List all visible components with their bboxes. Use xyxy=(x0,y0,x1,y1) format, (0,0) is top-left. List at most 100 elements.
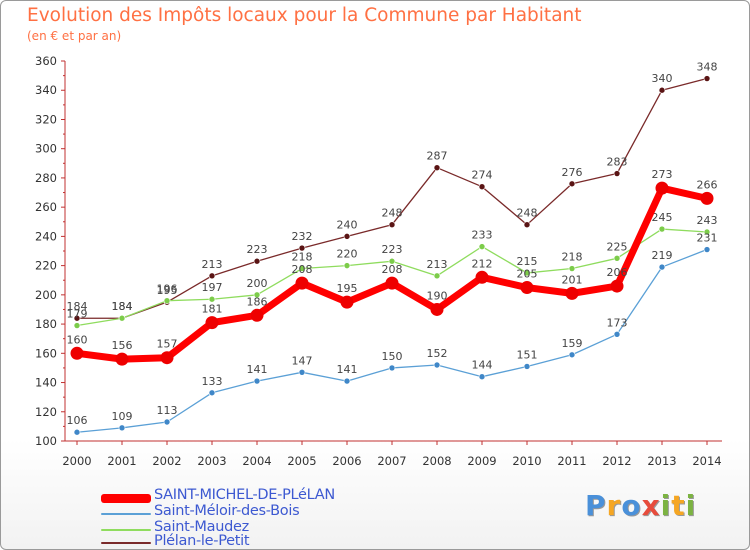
data-label: 212 xyxy=(472,257,493,270)
data-label: 213 xyxy=(202,258,223,271)
logo-letter: i xyxy=(685,489,697,522)
data-label: 179 xyxy=(67,308,88,321)
data-point xyxy=(253,377,261,385)
data-label: 248 xyxy=(382,207,403,220)
data-label: 243 xyxy=(697,214,718,227)
x-tick-label: 2002 xyxy=(152,454,181,468)
data-point xyxy=(523,221,531,228)
data-label: 225 xyxy=(607,240,628,253)
data-point xyxy=(208,389,216,397)
data-point xyxy=(523,363,531,370)
data-label: 233 xyxy=(472,229,493,242)
data-label: 159 xyxy=(562,337,583,350)
logo-letter: t xyxy=(671,489,686,522)
data-label: 200 xyxy=(247,277,268,290)
y-tick-label: 180 xyxy=(35,317,57,331)
y-tick-label: 300 xyxy=(35,142,57,156)
data-point xyxy=(343,233,351,240)
series-pl-lan-le-petit: 184 184 195 213 223 232 240 248 287 274 248 276 283 3… xyxy=(67,61,718,322)
data-point xyxy=(565,286,579,300)
data-label: 276 xyxy=(562,166,583,179)
data-point xyxy=(208,295,216,303)
data-label: 113 xyxy=(157,404,178,417)
data-label: 147 xyxy=(292,354,313,367)
data-point xyxy=(343,262,351,269)
data-point xyxy=(118,314,126,322)
data-label: 151 xyxy=(517,348,538,361)
legend-swatch xyxy=(101,513,151,515)
data-point xyxy=(613,255,621,262)
proxiti-logo: Proxiti xyxy=(585,489,696,522)
data-point xyxy=(73,322,81,329)
data-point xyxy=(613,170,621,177)
y-tick-label: 280 xyxy=(35,171,57,185)
data-point xyxy=(253,291,261,299)
series-saint-michel-de-pl-lan: 160 156 157 181 186 208 195 208 190 212 205 201 206 2… xyxy=(67,168,718,366)
legend-label: Saint-Méloir-des-Bois xyxy=(154,503,300,519)
legend-label: Saint-Maudez xyxy=(154,519,249,535)
data-label: 184 xyxy=(112,300,133,313)
data-label: 208 xyxy=(292,263,313,276)
data-point xyxy=(568,180,576,188)
data-label: 156 xyxy=(112,339,133,352)
legend-label: Plélan-le-Petit xyxy=(154,533,250,549)
data-point xyxy=(655,181,669,195)
data-label: 231 xyxy=(697,232,718,245)
x-tick-label: 2011 xyxy=(557,454,586,468)
y-tick-label: 160 xyxy=(35,346,57,360)
data-point xyxy=(163,297,171,304)
data-label: 232 xyxy=(292,230,313,243)
data-label: 141 xyxy=(337,363,358,376)
data-point xyxy=(253,257,261,265)
data-label: 205 xyxy=(517,268,538,281)
legend-swatch xyxy=(101,494,151,503)
y-tick-label: 260 xyxy=(35,200,57,214)
data-point xyxy=(610,279,624,293)
data-point xyxy=(208,272,216,280)
y-tick-label: 140 xyxy=(35,376,57,390)
logo-letter: i xyxy=(660,489,672,522)
legend-swatch xyxy=(101,542,151,544)
data-point xyxy=(433,272,441,280)
data-point xyxy=(340,295,354,309)
y-tick-label: 220 xyxy=(35,259,57,273)
chart-title: Evolution des Impôts locaux pour la Comm… xyxy=(27,5,582,26)
data-label: 218 xyxy=(292,251,313,264)
data-label: 109 xyxy=(112,410,133,423)
data-label: 274 xyxy=(472,169,493,182)
data-point xyxy=(478,183,486,190)
data-label: 340 xyxy=(652,72,673,85)
data-point xyxy=(298,244,306,252)
x-tick-label: 2012 xyxy=(602,454,631,468)
x-tick-label: 2003 xyxy=(197,454,226,468)
data-label: 206 xyxy=(607,266,628,279)
data-point xyxy=(205,316,219,330)
data-point xyxy=(568,265,576,272)
y-tick-label: 200 xyxy=(35,288,57,302)
data-point xyxy=(568,351,576,359)
legend-swatch xyxy=(101,529,151,531)
data-point xyxy=(163,418,171,426)
data-point xyxy=(520,281,534,295)
data-point xyxy=(478,373,486,380)
data-label: 152 xyxy=(427,347,448,360)
legend-label: SAINT-MICHEL-DE-PLéLAN xyxy=(154,487,335,503)
data-point xyxy=(298,369,306,376)
data-label: 173 xyxy=(607,316,628,329)
data-point xyxy=(118,424,126,432)
data-label: 195 xyxy=(157,284,178,297)
x-tick-label: 2000 xyxy=(62,454,91,468)
data-label: 223 xyxy=(382,243,403,256)
data-label: 287 xyxy=(427,150,448,163)
data-label: 181 xyxy=(202,303,223,316)
data-label: 190 xyxy=(427,289,448,302)
logo-letter: r xyxy=(606,489,622,522)
series-saint-m-loir-des-bois: 106 109 113 133 141 147 141 150 152 144 151 159 173 2… xyxy=(67,232,718,436)
x-tick-label: 2006 xyxy=(332,454,361,468)
data-label: 196 xyxy=(157,283,178,296)
data-point xyxy=(430,302,444,316)
data-point xyxy=(115,352,129,366)
data-label: 157 xyxy=(157,338,178,351)
data-label: 220 xyxy=(337,248,358,261)
